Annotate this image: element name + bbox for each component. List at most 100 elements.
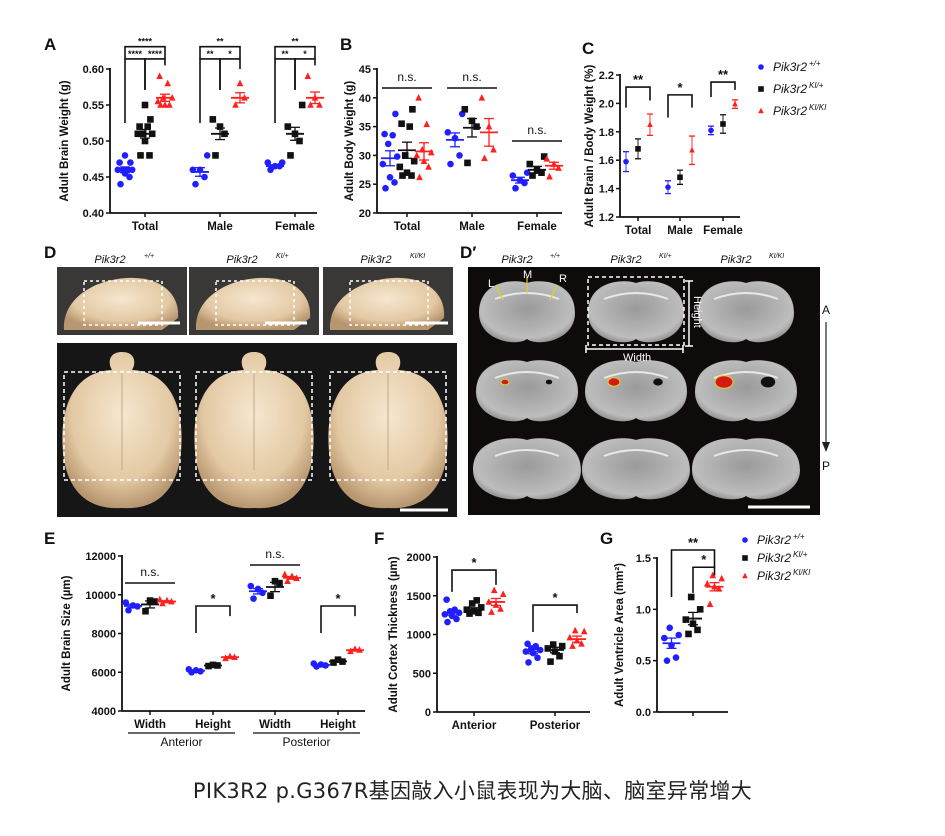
brain-lateral: [329, 277, 445, 330]
data-point: [141, 101, 149, 109]
data-point: [444, 618, 451, 626]
data-point: [250, 595, 257, 602]
data-point: [509, 172, 517, 179]
label-m: M: [523, 269, 532, 281]
height-label: Height: [691, 296, 703, 328]
data-point: [687, 593, 695, 601]
posterior-label: P: [822, 459, 830, 473]
significance-bracket: [199, 58, 221, 123]
brain-section: [582, 438, 690, 500]
x-tick-label: Height: [195, 719, 231, 731]
x-tick-label: Anterior: [452, 720, 497, 732]
crop-box: [215, 280, 295, 326]
data-point: [166, 101, 173, 108]
significance-label: ****: [128, 49, 143, 59]
data-point: [384, 140, 392, 148]
data-point: [544, 645, 552, 652]
legend-label-superscript: KI/+: [809, 81, 824, 90]
legend-g: Pik3r2 +/+Pik3r2 KI/+Pik3r2 KI/KI: [742, 532, 811, 583]
significance-label: **: [633, 72, 644, 87]
y-tick-label: 0.45: [83, 172, 104, 184]
genotype-title: Pik3r2: [501, 254, 532, 266]
data-point: [742, 572, 748, 579]
y-tick-label: 2000: [407, 552, 431, 564]
y-tick-label: 35: [359, 122, 371, 134]
data-point: [122, 599, 130, 606]
data-point: [146, 152, 153, 159]
data-point: [386, 173, 394, 181]
ventricle: [545, 379, 553, 385]
significance-bracket: [124, 58, 146, 123]
genotype-title-superscript: +/+: [144, 253, 154, 260]
anterior-label: A: [822, 303, 830, 317]
data-point: [137, 152, 144, 159]
data-point: [758, 64, 764, 70]
data-point: [201, 173, 208, 181]
data-point: [580, 627, 588, 635]
series-circle: [122, 582, 330, 676]
y-tick-label: 1.4: [599, 184, 615, 196]
data-point: [141, 137, 149, 145]
data-point: [298, 101, 306, 109]
brain-section: [588, 281, 684, 343]
group-label: Anterior: [160, 735, 202, 749]
y-tick-label: 8000: [92, 629, 116, 641]
crop-box: [349, 280, 429, 326]
brain-section: [698, 281, 794, 343]
data-point: [216, 123, 224, 130]
y-tick-label: 0.50: [83, 136, 104, 148]
legend-label-superscript: KI/KI: [809, 103, 827, 112]
data-point: [396, 163, 404, 171]
data-point: [271, 577, 279, 585]
legend-label: Pik3r2: [757, 533, 791, 547]
chart-c: 1.2 1.4 1.6 1.8 2.0 2.2 Total Male Female Adult B…: [584, 64, 743, 237]
legend-label-superscript: KI/KI: [793, 568, 811, 577]
series-triangle: [154, 72, 324, 108]
significance-label: *: [677, 80, 683, 95]
data-point: [116, 159, 123, 166]
data-point: [117, 180, 124, 188]
data-point: [444, 129, 452, 136]
y-tick-label: 20: [359, 208, 371, 220]
series-triangle: [156, 570, 364, 662]
data-point: [558, 642, 566, 650]
significance-label: *: [552, 590, 558, 605]
significance-bracket: [199, 45, 241, 59]
data-point: [156, 72, 163, 79]
panel-letter-c: C: [582, 39, 594, 58]
data-point: [672, 654, 680, 661]
data-point: [420, 157, 428, 164]
y-axis-label: Adult Cortex Thickness (µm): [388, 556, 400, 712]
data-point: [236, 79, 244, 87]
data-point: [425, 163, 432, 170]
data-point: [278, 159, 286, 166]
chart-a: 0.40 0.45 0.50 0.55 0.60 Total Male Female Adult…: [59, 37, 324, 233]
data-point: [497, 605, 504, 612]
data-point: [316, 101, 323, 108]
y-axis-label: Adult Brain Size (µm): [61, 575, 73, 691]
series-circle: [114, 152, 286, 188]
series-square: [682, 593, 704, 638]
brain-section: [473, 438, 581, 500]
data-point: [682, 616, 690, 623]
data-point: [147, 116, 154, 123]
legend-label: Pik3r2: [773, 60, 807, 74]
panel-letter-f: F: [374, 529, 384, 548]
panel-letter-d-prime: D′: [460, 243, 476, 262]
corpus-callosum: [603, 371, 669, 379]
brain-section: [695, 360, 797, 422]
panel-letter-g: G: [600, 529, 613, 548]
data-point: [556, 652, 563, 660]
data-point: [477, 604, 485, 611]
data-point: [499, 590, 507, 597]
data-point: [456, 152, 463, 159]
x-tick-label: Total: [394, 221, 421, 233]
y-tick-label: 0.60: [83, 64, 104, 76]
data-point: [410, 157, 418, 165]
data-point: [212, 152, 219, 159]
corpus-callosum: [494, 449, 560, 457]
series-circle: [379, 110, 531, 192]
panel-d-prime-sections: Pik3r2 +/+ Pik3r2 KI/+ Pik3r2 KI/KI L M R Hei…: [468, 253, 830, 515]
y-axis-label: Adult Body Weight (g): [344, 81, 356, 202]
y-tick-label: 0: [425, 707, 431, 719]
